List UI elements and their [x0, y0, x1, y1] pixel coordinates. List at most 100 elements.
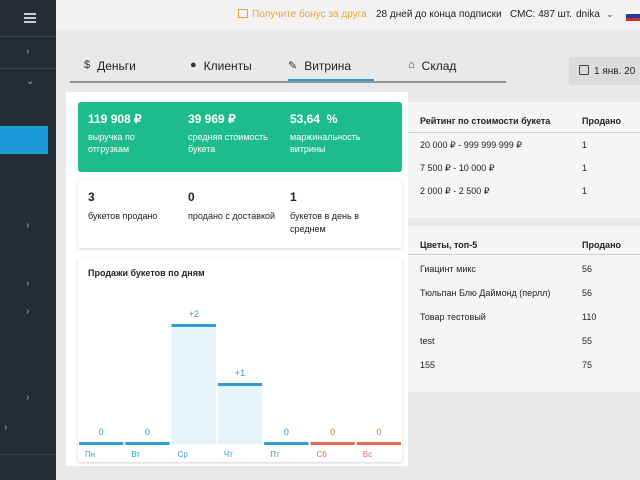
user-icon: ●	[190, 59, 197, 71]
sidebar-item-active[interactable]	[0, 126, 48, 154]
chart-bar[interactable]	[171, 324, 216, 327]
chart-data-label: 0	[284, 427, 289, 437]
top-bar: Получите бонус за друга 28 дней до конца…	[56, 0, 640, 30]
chart-title: Продажи букетов по дням	[88, 268, 205, 278]
bottom-area	[56, 466, 640, 480]
table-divider	[408, 254, 640, 255]
sidebar: › ⌄ › › › › ›	[0, 0, 56, 480]
chevron-right-icon[interactable]: ›	[26, 46, 30, 57]
calendar-icon	[579, 65, 589, 75]
tab-showcase[interactable]: ✎ Витрина	[288, 56, 374, 82]
top-flowers-sold-header: Продано	[582, 240, 621, 250]
tab-label: Деньги	[97, 59, 136, 73]
tab-warehouse[interactable]: ⌂ Склад	[408, 56, 456, 82]
table-cell-flower: Гиацинт микс	[420, 264, 476, 274]
chevron-right-icon[interactable]: ›	[26, 220, 30, 231]
table-cell-range: 2 000 ₽ - 2 500 ₽	[420, 186, 490, 196]
menu-icon[interactable]	[24, 13, 36, 23]
sidebar-divider	[0, 454, 56, 455]
table-cell-sold: 1	[582, 163, 588, 173]
chart-bar[interactable]	[310, 442, 355, 445]
chart-bar-fill	[171, 326, 216, 444]
table-cell-sold: 56	[582, 264, 593, 274]
chart-bar[interactable]	[264, 442, 309, 445]
stats-card: 3 букетов продано 0 продано с доставкой …	[78, 180, 402, 248]
chevron-right-icon[interactable]: ›	[26, 392, 30, 403]
price-rating-title: Рейтинг по стоимости букета	[420, 116, 551, 126]
dollar-icon: $	[84, 59, 91, 71]
warehouse-icon: ⌂	[408, 59, 415, 71]
chart-tick-label: Вт	[131, 450, 140, 459]
date-filter[interactable]: 1 янв. 20	[569, 57, 640, 85]
chart-tick-label: Пт	[270, 450, 280, 459]
chart-tick-label: Вс	[363, 450, 372, 459]
table-cell-sold: 1	[582, 186, 588, 196]
sales-chart: 0 Пн 0 Вт +2 Ср +1 Чт 0 Пт 0 Сб 0 Вс	[79, 309, 402, 459]
table-cell-flower: Тюльпан Блю Даймонд (перлл)	[420, 288, 551, 298]
chart-data-label: +1	[235, 368, 245, 378]
sidebar-divider	[0, 36, 56, 37]
chevron-down-icon[interactable]: ⌄	[26, 76, 35, 87]
table-cell-range: 20 000 ₽ - 999 999 999 ₽	[420, 140, 523, 150]
chart-bar[interactable]	[79, 442, 124, 445]
chart-bar[interactable]	[356, 442, 402, 445]
chart-data-label: 0	[99, 427, 104, 437]
chart-bar[interactable]	[217, 383, 263, 386]
summary-value: 53,64 %	[290, 112, 338, 126]
table-cell-sold: 55	[582, 336, 593, 346]
chart-data-label: 0	[330, 427, 335, 437]
table-cell-range: 7 500 ₽ - 10 000 ₽	[420, 163, 495, 173]
tab-clients[interactable]: ● Клиенты	[190, 56, 252, 82]
summary-margin: 53,64 % маржинальность витрины	[290, 112, 390, 155]
table-divider	[408, 132, 640, 133]
subscription-days: 28 дней до конца подписки	[376, 9, 502, 20]
stat-value: 0	[188, 190, 195, 204]
tab-label: Склад	[421, 59, 457, 73]
gift-icon	[238, 9, 248, 18]
summary-label: маржинальность витрины	[290, 132, 361, 154]
language-flag-icon[interactable]	[626, 11, 640, 21]
chevron-right-icon[interactable]: ›	[26, 278, 30, 289]
bonus-link[interactable]: Получите бонус за друга	[238, 9, 367, 20]
summary-value: 119 908 ₽	[88, 112, 142, 126]
chevron-right-icon[interactable]: ›	[4, 422, 8, 433]
chart-tick-label: Чт	[224, 450, 233, 459]
tabs: $ Деньги ● Клиенты ✎ Витрина ⌂ Склад	[70, 56, 506, 82]
stat-value: 1	[290, 190, 297, 204]
summary-card: 119 908 ₽ выручка по отгрузкам 39 969 ₽ …	[78, 102, 402, 172]
summary-avg-price: 39 969 ₽ средняя стоимость букета	[188, 112, 288, 155]
tab-money[interactable]: $ Деньги	[84, 56, 136, 82]
chart-data-label: +2	[189, 309, 199, 319]
chevron-right-icon[interactable]: ›	[26, 306, 30, 317]
sidebar-divider	[0, 68, 56, 69]
sms-counter: СМС: 487 шт.	[510, 9, 572, 20]
stat-label: букетов продано	[88, 211, 158, 221]
date-label: 1 янв. 20	[594, 66, 636, 77]
price-rating-table: Рейтинг по стоимости букета Продано 20 0…	[408, 102, 640, 218]
summary-revenue: 119 908 ₽ выручка по отгрузкам	[88, 112, 188, 155]
chart-data-label: 0	[376, 427, 381, 437]
price-rating-sold-header: Продано	[582, 116, 621, 126]
stat-value: 3	[88, 190, 95, 204]
table-cell-flower: Товар тестовый	[420, 312, 486, 322]
table-cell-sold: 110	[582, 312, 597, 322]
chart-tick-label: Сб	[317, 450, 328, 459]
chart-data-label: 0	[145, 427, 150, 437]
stat-per-day: 1 букетов в день в среднем	[290, 190, 390, 236]
chart-bar-fill	[217, 385, 263, 444]
summary-label: выручка по отгрузкам	[88, 132, 135, 154]
table-cell-flower: 155	[420, 360, 436, 370]
table-cell-flower: test	[420, 336, 435, 346]
user-name[interactable]: dnika	[576, 9, 600, 20]
stat-label: продано с доставкой	[188, 211, 276, 221]
chevron-down-icon[interactable]: ⌄	[606, 9, 614, 19]
top-flowers-title: Цветы, топ-5	[420, 240, 478, 250]
tab-label: Клиенты	[203, 59, 252, 73]
chart-bar[interactable]	[125, 442, 170, 445]
stat-label: букетов в день в среднем	[290, 211, 359, 234]
summary-value: 39 969 ₽	[188, 112, 236, 126]
stat-delivery: 0 продано с доставкой	[188, 190, 288, 223]
top-flowers-table: Цветы, топ-5 Продано Гиацинт микс 56 Тюльп…	[408, 226, 640, 392]
flower-icon: ✎	[288, 60, 298, 72]
table-cell-sold: 1	[582, 140, 588, 150]
